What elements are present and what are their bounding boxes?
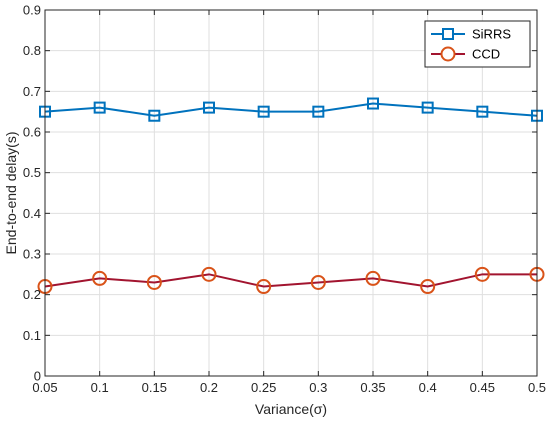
x-tick-label: 0.4 [419,380,437,395]
legend-label: CCD [472,47,500,62]
data-point [476,105,489,118]
x-tick-label: 0.05 [32,380,57,395]
data-point [148,109,161,122]
legend-entry-sirrs: SiRRS [431,27,511,42]
grid [45,10,537,376]
ticks [44,9,538,377]
x-tick-label: 0.45 [470,380,495,395]
x-tick-label: 0.2 [200,380,218,395]
data-point [256,279,272,295]
data-point [365,270,381,286]
data-point [474,266,490,282]
plot-background [45,10,537,376]
legend-marker [440,46,456,62]
data-point [257,105,270,118]
data-point [421,101,434,114]
y-tick-label: 0.1 [23,328,41,343]
y-tick-label: 0.7 [23,84,41,99]
data-point [312,105,325,118]
data-point [92,270,108,286]
y-axis-label: End-to-end delay(s) [3,132,19,255]
y-tick-label: 0.2 [23,287,41,302]
x-tick-label: 0.1 [91,380,109,395]
y-tick-label: 0.3 [23,247,41,262]
plot-frame [44,9,538,377]
x-tick-label: 0.5 [528,380,546,395]
x-tick-label: 0.35 [360,380,385,395]
data-point [310,274,326,290]
data-point [367,97,379,110]
data-point [146,274,162,290]
y-tick-label: 0 [34,369,41,384]
series-line [44,102,538,117]
y-tick-label: 0.6 [23,125,41,140]
x-tick-label: 0.15 [142,380,167,395]
x-axis-label: Variance(σ) [255,401,327,417]
legend: SiRRS CCD [424,20,531,68]
legend-marker [442,28,454,40]
data-point [93,101,106,114]
series-layer [37,97,545,295]
y-tick-label: 0.5 [23,165,41,180]
y-tick-label: 0.8 [23,43,41,58]
y-tick-label: 0.4 [23,206,41,221]
x-tick-labels: 0.05 0.1 0.15 0.2 0.25 0.3 0.35 0.4 0.45 0.5 [32,380,546,395]
legend-entry-ccd: CCD [431,46,500,62]
x-tick-label: 0.3 [309,380,327,395]
series-line [44,273,537,288]
y-tick-label: 0.9 [23,3,41,18]
x-tick-label: 0.25 [251,380,276,395]
data-point [201,266,217,282]
data-point [420,279,436,295]
y-tick-labels: 0 0.1 0.2 0.3 0.4 0.5 0.6 0.7 0.8 0.9 [23,3,41,384]
data-point [203,101,215,114]
series-ccd [37,266,545,295]
series-sirrs [39,97,543,122]
legend-label: SiRRS [472,27,511,42]
